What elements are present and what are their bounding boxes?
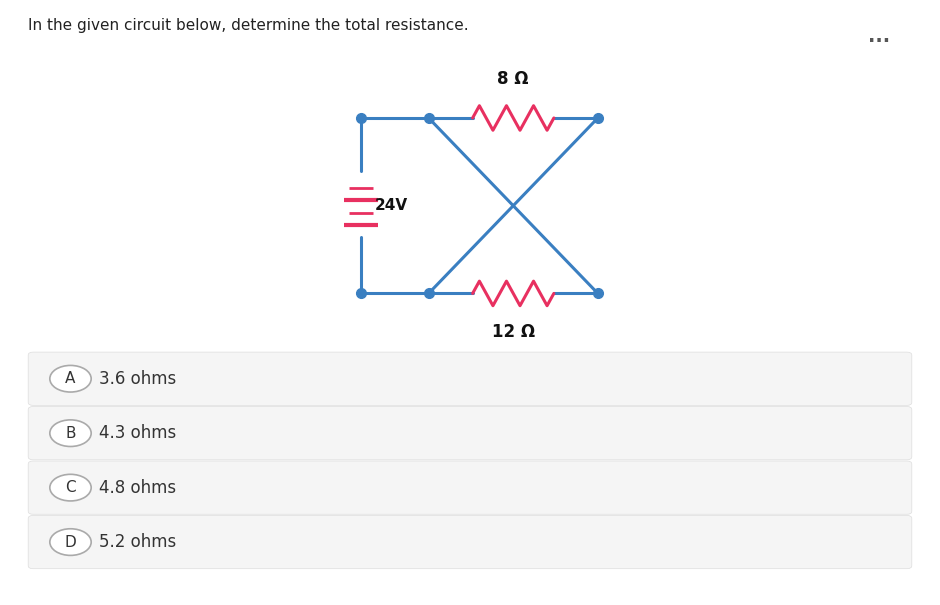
Text: B: B [65, 426, 76, 440]
Text: 4.8 ohms: 4.8 ohms [99, 479, 176, 497]
Text: D: D [65, 535, 76, 549]
Text: 24V: 24V [374, 198, 408, 213]
Text: ...: ... [868, 27, 890, 46]
Text: 8 Ω: 8 Ω [497, 70, 529, 88]
Text: In the given circuit below, determine the total resistance.: In the given circuit below, determine th… [28, 18, 469, 33]
Text: 4.3 ohms: 4.3 ohms [99, 424, 176, 442]
Text: 3.6 ohms: 3.6 ohms [99, 370, 176, 388]
Text: C: C [65, 480, 76, 495]
Text: A: A [65, 371, 76, 386]
Text: 5.2 ohms: 5.2 ohms [99, 533, 176, 551]
Text: 12 Ω: 12 Ω [492, 323, 535, 341]
